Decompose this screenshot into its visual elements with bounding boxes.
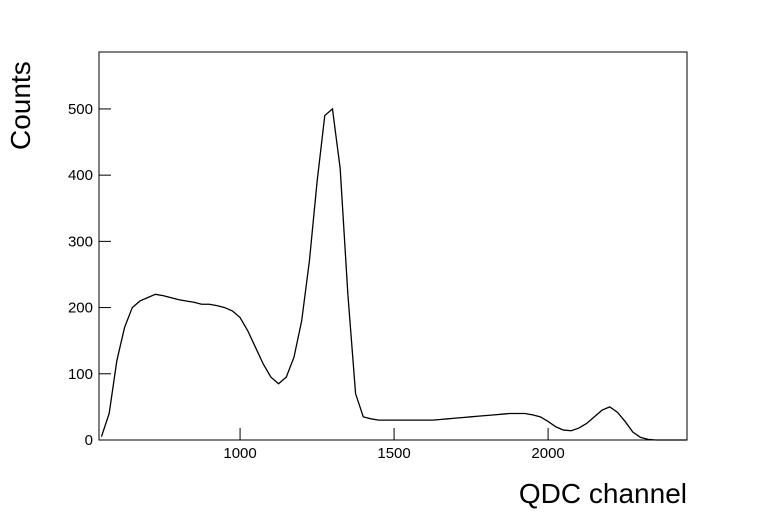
x-axis-title: QDC channel bbox=[519, 478, 687, 509]
y-tick-label: 200 bbox=[68, 300, 93, 317]
y-tick-label: 100 bbox=[68, 366, 93, 383]
y-tick-label: 0 bbox=[85, 432, 93, 449]
x-tick-label: 1500 bbox=[377, 445, 410, 462]
y-tick-label: 300 bbox=[68, 233, 93, 250]
x-tick-label: 1000 bbox=[223, 445, 256, 462]
y-tick-label: 500 bbox=[68, 101, 93, 118]
y-axis-title: Counts bbox=[5, 61, 36, 150]
x-tick-label: 2000 bbox=[531, 445, 564, 462]
y-tick-label: 400 bbox=[68, 167, 93, 184]
data-line bbox=[100, 107, 687, 441]
plot-frame bbox=[98, 51, 688, 441]
